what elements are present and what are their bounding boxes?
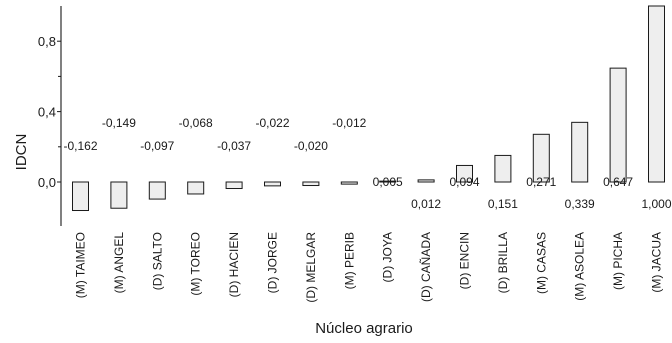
data-label: 0,647 [603, 175, 633, 189]
data-label: 0,151 [488, 197, 518, 211]
category-label: (D) SALTO [150, 232, 164, 290]
bar [609, 67, 627, 183]
y-axis-title: IDCN [13, 134, 30, 171]
value-labels: -0,162 -0,149 -0,097 -0,068 -0,037 -0,022 -0,0… [63, 116, 671, 211]
data-label: 0,339 [565, 197, 595, 211]
bar [148, 181, 166, 200]
data-label: 0,271 [526, 175, 556, 189]
category-label: (M) ANGEL [112, 232, 126, 294]
category-label: (D) JORGE [266, 232, 280, 293]
category-label: (D) JOYA [381, 232, 395, 282]
bar [532, 133, 550, 183]
bar [340, 181, 358, 185]
data-label: 0,012 [411, 197, 441, 211]
bar [110, 181, 128, 209]
data-label: 0,005 [373, 175, 403, 189]
bar [494, 154, 512, 183]
category-labels: (M) TAIMEO (M) ANGEL (D) SALTO (M) TOREO (D)… [74, 232, 664, 303]
category-label: (D) ENCIN [458, 232, 472, 289]
data-label: -0,022 [255, 116, 289, 130]
y-tick-label: 0,4 [38, 105, 56, 120]
category-label: (M) TAIMEO [74, 232, 88, 298]
y-tick-label: 0,0 [38, 175, 56, 190]
axes: 0,0 0,4 0,8 [38, 6, 62, 226]
category-label: (M) CASAS [534, 232, 548, 294]
category-label: (M) ASOLEA [573, 232, 587, 301]
bar [72, 181, 89, 212]
data-label: -0,162 [63, 139, 97, 153]
bar [264, 181, 281, 187]
category-label: (M) PERIB [342, 232, 356, 289]
bar [225, 181, 243, 190]
category-label: (M) JACUA [650, 232, 664, 293]
bar [456, 164, 473, 183]
data-label: -0,149 [102, 116, 136, 130]
bar [648, 5, 665, 183]
bar [187, 181, 205, 195]
data-label: 1,000 [641, 197, 671, 211]
category-label: (M) PICHA [611, 232, 625, 290]
data-label: -0,097 [140, 139, 174, 153]
bars [72, 5, 665, 212]
bar [302, 181, 320, 187]
category-label: (D) BRILLA [496, 232, 510, 293]
category-label: (D) HACIEN [227, 232, 241, 297]
data-label: -0,068 [179, 116, 213, 130]
data-label: -0,037 [217, 139, 251, 153]
data-label: -0,020 [294, 139, 328, 153]
bar [417, 179, 435, 183]
y-tick-label: 0,8 [38, 34, 56, 49]
category-label: (D) MELGAR [304, 232, 318, 303]
bar [379, 180, 397, 183]
category-label: (M) TOREO [189, 232, 203, 296]
category-label: (D) CAÑADA [419, 232, 433, 302]
bar [571, 121, 589, 183]
x-axis-title: Núcleo agrario [315, 320, 413, 337]
data-label: -0,012 [332, 116, 366, 130]
data-label: 0,094 [449, 175, 479, 189]
